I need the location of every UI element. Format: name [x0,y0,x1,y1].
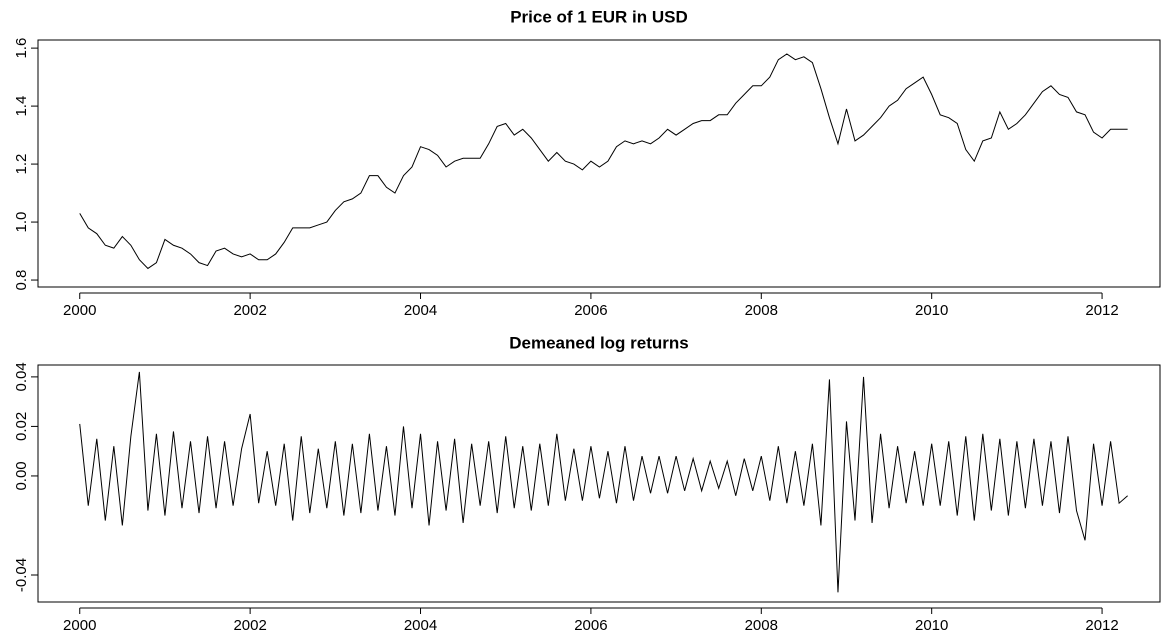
x-tick-label: 2002 [233,617,266,634]
x-tick-label: 2006 [574,617,607,634]
y-tick-label: 0.00 [13,461,30,490]
y-tick-label: 0.8 [13,270,30,291]
x-tick-label: 2008 [745,302,778,319]
y-tick-label: 1.4 [13,96,30,117]
x-tick-label: 2000 [63,302,96,319]
x-tick-label: 2010 [915,302,948,319]
x-tick-label: 2012 [1085,617,1118,634]
y-tick-label: -0.04 [13,558,30,592]
x-tick-label: 2006 [574,302,607,319]
chart-title: Price of 1 EUR in USD [510,7,688,26]
y-tick-label: 0.04 [13,362,30,391]
x-tick-label: 2002 [233,302,266,319]
chart-title: Demeaned log returns [509,333,689,352]
x-tick-label: 2004 [404,617,437,634]
x-tick-label: 2008 [745,617,778,634]
series-line [79,371,1128,593]
y-tick-label: 1.6 [13,38,30,59]
y-tick-label: 1.0 [13,212,30,233]
y-tick-label: 1.2 [13,154,30,175]
y-tick-label: 0.02 [13,412,30,441]
x-tick-label: 2012 [1085,302,1118,319]
x-tick-label: 2004 [404,302,437,319]
x-tick-label: 2010 [915,617,948,634]
x-tick-label: 2000 [63,617,96,634]
series-line [79,53,1128,270]
plot-box [37,364,1161,603]
plot-box [37,39,1161,288]
